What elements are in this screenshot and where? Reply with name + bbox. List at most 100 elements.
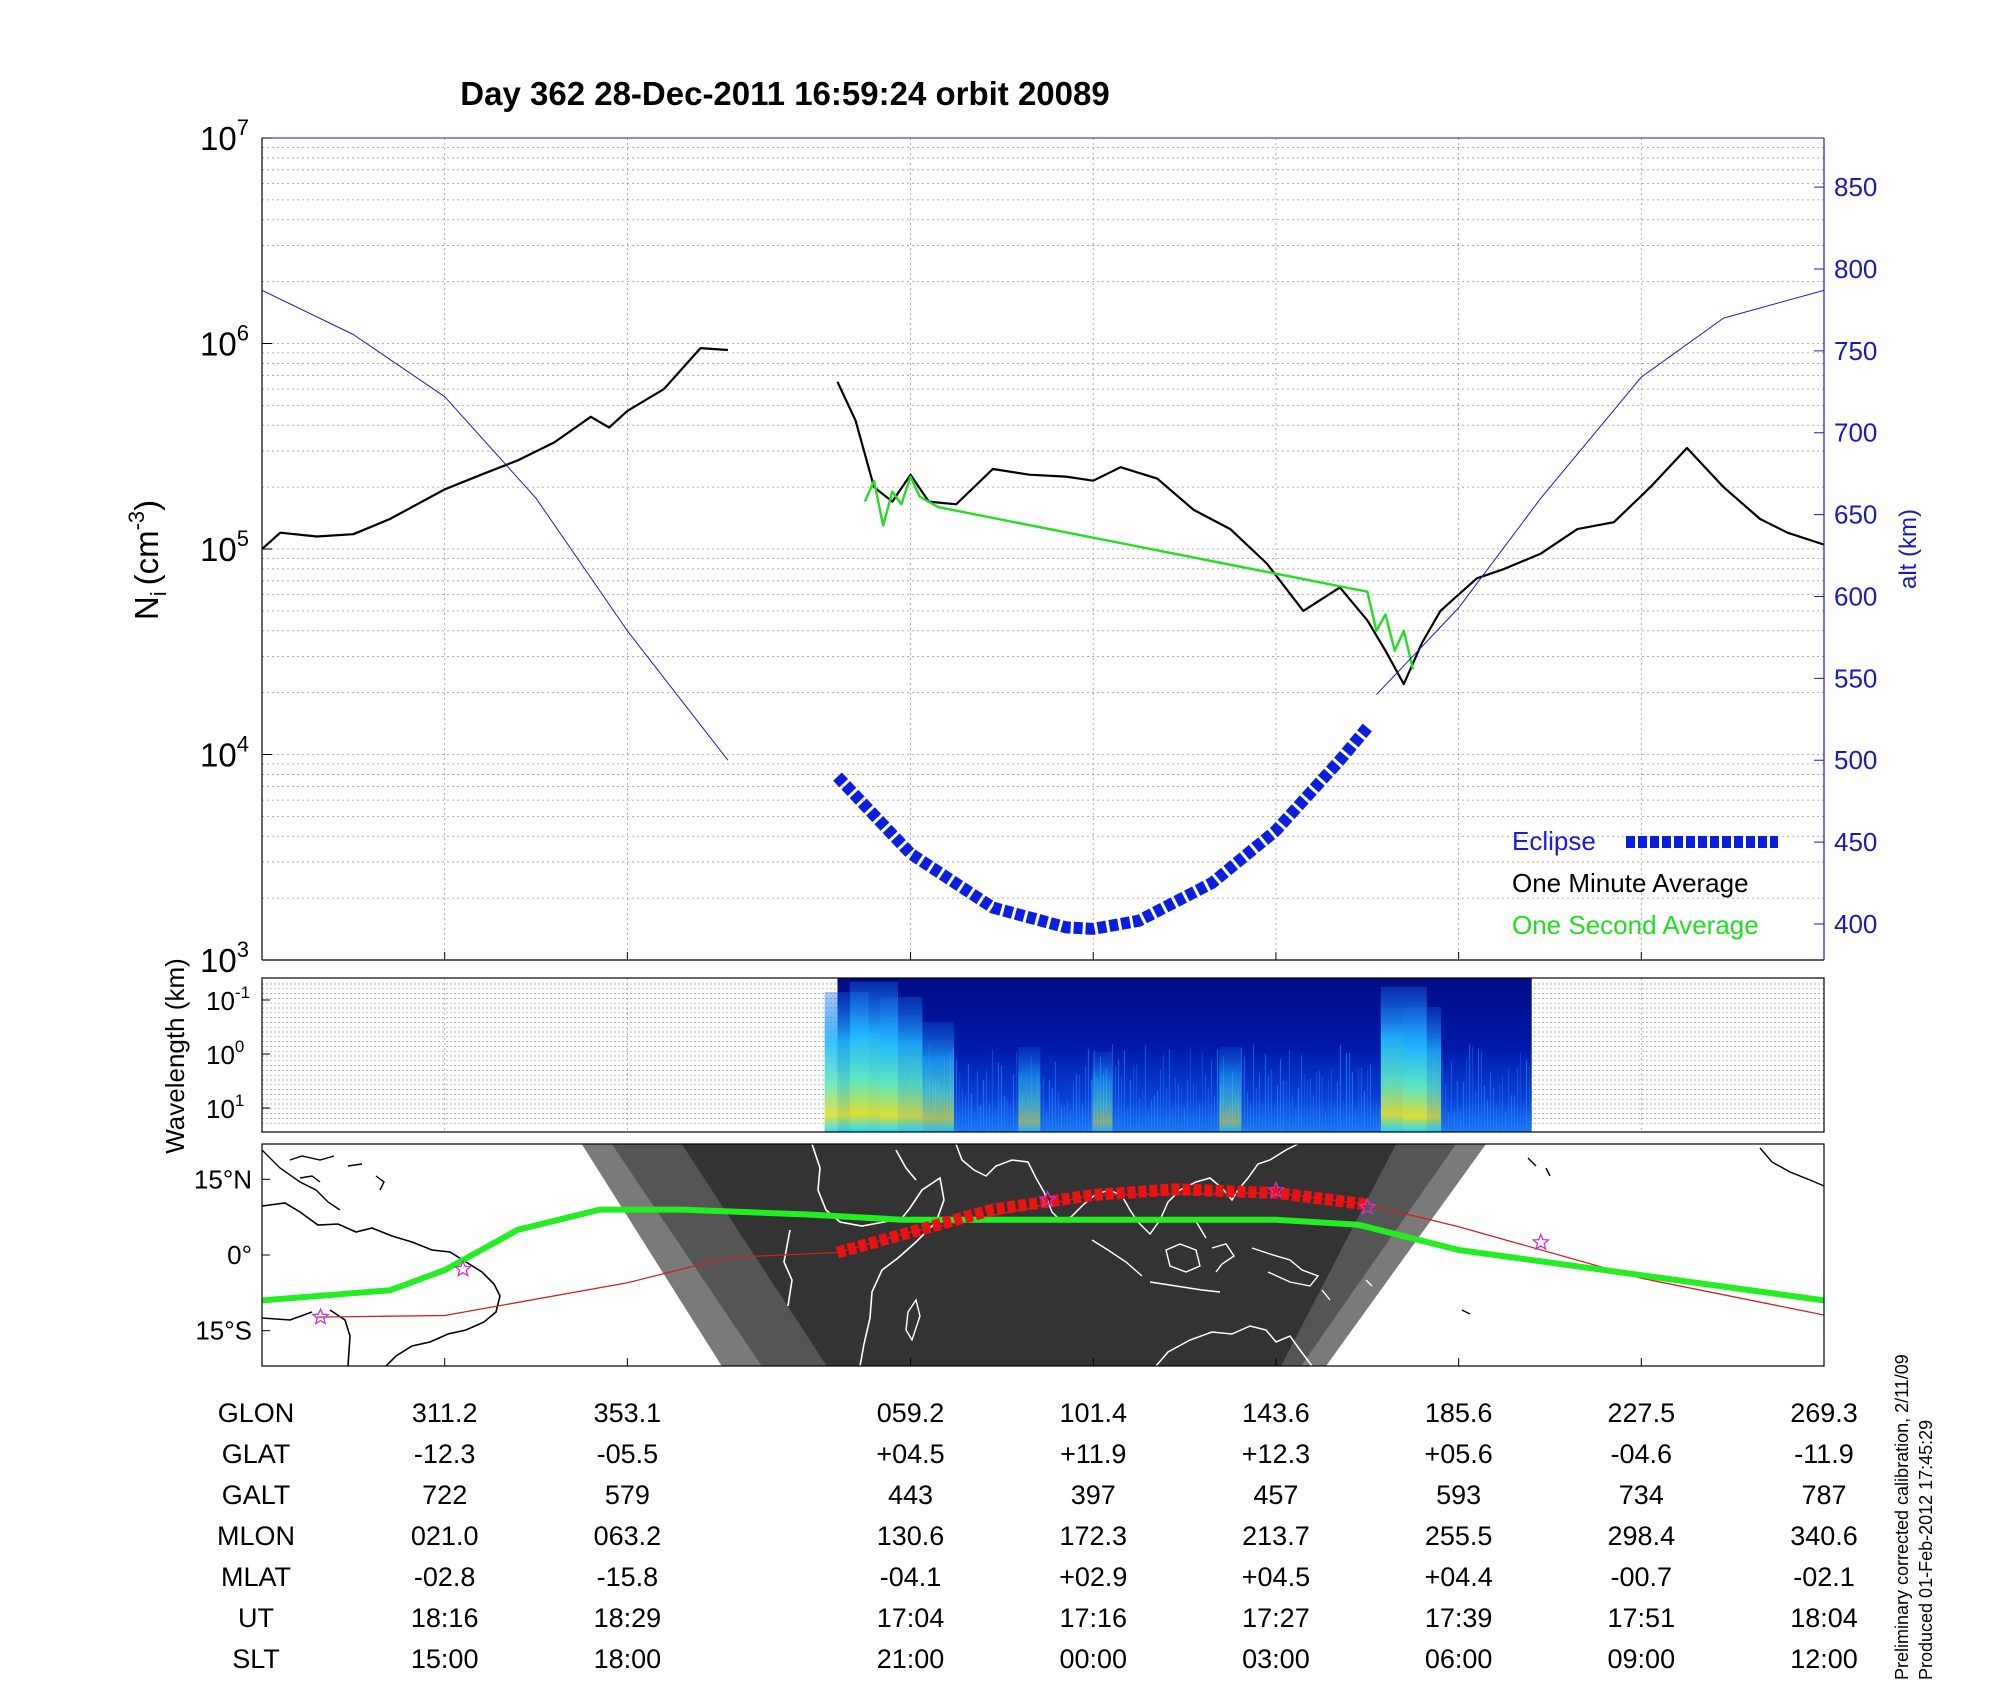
eclipse-ground-track [835,1183,1369,1259]
table-row-label: GLON [218,1398,295,1428]
table-cell: 787 [1801,1480,1846,1510]
table-cell: -11.9 [1794,1439,1854,1469]
table-cell: 03:00 [1242,1644,1310,1674]
density-tick-label: 103 [200,937,249,979]
spectrogram-burst [1018,1047,1041,1132]
table-cell: 17:16 [1059,1603,1127,1633]
density-tick-label: 107 [200,115,249,157]
altitude-tick-label: 600 [1834,581,1877,611]
density-tick-label: 105 [200,526,249,568]
density-tick-label: 106 [200,321,249,363]
altitude-series [1376,289,1824,696]
madagascar-coast [905,1298,921,1342]
table-cell: 397 [1071,1480,1116,1510]
density-tick-label: 104 [200,732,249,774]
table-cell: +04.5 [1242,1562,1310,1592]
wavelength-frame [261,977,1825,1133]
indonesia-islands [1091,1217,1331,1301]
table-row-label: MLON [217,1521,295,1551]
table-cell: 063.2 [594,1521,662,1551]
ground-tracks [262,1180,1824,1325]
table-cell: 311.2 [412,1398,478,1428]
altitude-tick-label: 550 [1834,663,1877,693]
wavelength-panel: 10-1 100 101 Wavelength (km) [160,958,1825,1154]
table-cell: 17:04 [877,1603,945,1633]
table-cell: 18:29 [594,1603,662,1633]
latitude-tick-labels: 15°N 0° 15°S [194,1164,1825,1366]
wavelength-axis-label: Wavelength (km) [160,958,190,1154]
latitude-tick-label: 0° [227,1240,252,1270]
table-cell: +11.9 [1060,1439,1126,1469]
asia-coast [955,1144,1299,1236]
table-cell: +04.5 [876,1439,944,1469]
legend-second-label: One Second Average [1512,910,1759,940]
ion-density-panel: 103 104 105 106 107 400 450 500 550 600 650 700 750… [124,115,1922,979]
altitude-tick-label: 450 [1834,827,1877,857]
table-cell: 213.7 [1242,1521,1310,1551]
table-cell: 18:04 [1790,1603,1858,1633]
table-cell: -04.6 [1611,1439,1673,1469]
table-cell: 15:00 [411,1644,479,1674]
altitude-tick-label: 800 [1834,254,1877,284]
table-row-label: GLAT [222,1439,291,1469]
table-cell: 269.3 [1790,1398,1858,1428]
altitude-tick-label: 700 [1834,418,1877,448]
table-cell: 353.1 [594,1398,662,1428]
altitude-tick-label: 850 [1834,172,1877,202]
orbit-marker-star [1358,1197,1377,1215]
ground-track-map-panel: 15°N 0° 15°S [194,1143,1825,1367]
footer-calibration-note: Preliminary corrected calibration, 2/11/… [1892,1354,1912,1680]
table-cell: -15.8 [597,1562,659,1592]
footer-produced-note: Produced 01-Feb-2012 17:45:29 [1916,1420,1936,1680]
density-series [262,289,1824,935]
orbit-marker-star [1531,1232,1551,1251]
night-region [581,1144,1487,1366]
night-core [681,1144,1397,1366]
figure-title: Day 362 28-Dec-2011 16:59:24 orbit 20089 [460,75,1109,112]
table-cell: +04.4 [1424,1562,1492,1592]
table-row-label: GALT [222,1480,291,1510]
density-tick-labels: 103 104 105 106 107 [200,115,272,979]
wavelength-tick-label: 100 [206,1037,244,1070]
table-cell: 18:16 [411,1603,479,1633]
table-cell: -02.1 [1793,1562,1855,1592]
altitude-axis-label: alt (km) [1895,509,1922,589]
altitude-tick-label: 750 [1834,336,1877,366]
ephemeris-table: GLON GLAT GALT MLON MLAT UT SLT 311.2 -12.3 722 02… [217,1398,1858,1674]
magnetic-equator-line [262,1206,1824,1304]
legend: Eclipse One Minute Average One Second Av… [1512,826,1778,940]
table-cell: 172.3 [1059,1521,1127,1551]
table-cell: 00:00 [1059,1644,1127,1674]
table-cell: 593 [1436,1480,1481,1510]
south-america-coast [262,1202,501,1366]
table-row-label: UT [238,1603,274,1633]
table-cell: 101.4 [1059,1398,1127,1428]
table-row-label: MLAT [221,1562,291,1592]
table-cell: 298.4 [1608,1521,1676,1551]
second-average-series [863,475,1415,670]
pacific-islands-west [1365,1279,1395,1349]
table-cell: 143.6 [1242,1398,1310,1428]
density-grid [262,138,1825,961]
calibration-footer: Preliminary corrected calibration, 2/11/… [1892,1354,1936,1680]
legend-eclipse-label: Eclipse [1512,826,1596,856]
orbit-marker-star [311,1307,330,1325]
spectrogram-burst [1219,1047,1242,1132]
table-cell: 185.6 [1425,1398,1493,1428]
north-america-coast [262,1149,341,1211]
wavelength-tick-label: 10-1 [206,983,250,1016]
table-cell: 579 [605,1480,650,1510]
spectrogram-burst [1403,1007,1442,1132]
altitude-tick-label: 400 [1834,909,1877,939]
table-cell: 17:39 [1425,1603,1493,1633]
table-cell: -05.5 [597,1439,659,1469]
latitude-tick-label: 15°S [195,1316,252,1346]
pacific-islands-east [1461,1147,1824,1315]
wavelength-tick-labels: 10-1 100 101 [206,983,270,1124]
legend-minute-label: One Minute Average [1512,868,1749,898]
eclipse-series [833,723,1372,935]
altitude-tick-label: 500 [1834,745,1877,775]
table-cell: 18:00 [594,1644,662,1674]
caribbean-islands [289,1155,385,1191]
